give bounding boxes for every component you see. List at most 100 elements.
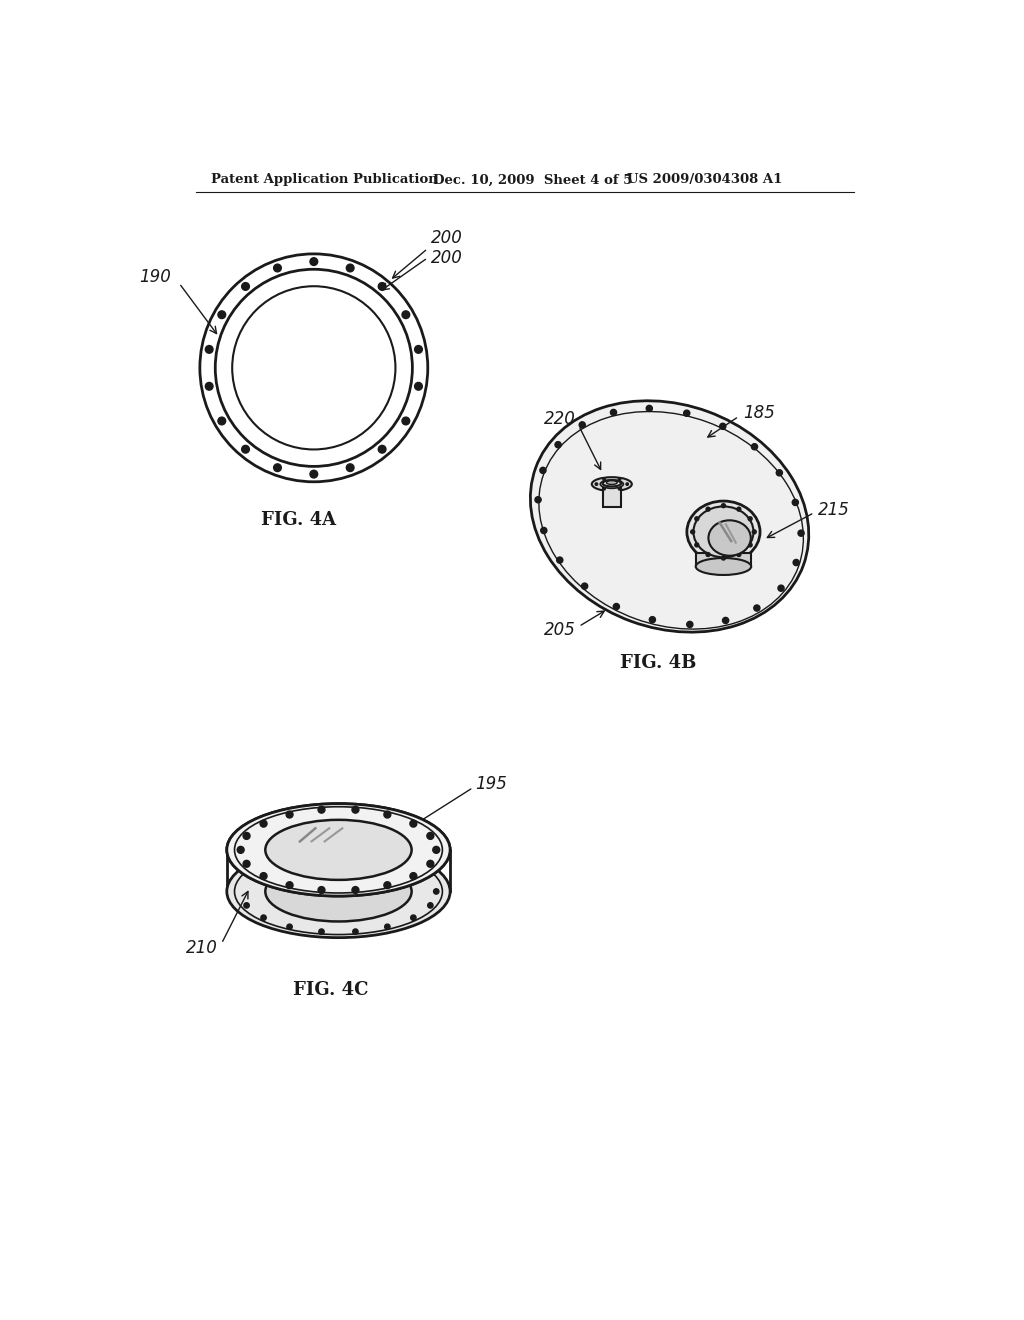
Circle shape: [721, 556, 726, 561]
Circle shape: [610, 409, 616, 416]
Ellipse shape: [695, 558, 752, 576]
Text: 200: 200: [431, 248, 463, 267]
Circle shape: [721, 503, 726, 508]
Circle shape: [793, 499, 799, 506]
Circle shape: [352, 807, 358, 813]
Circle shape: [580, 422, 586, 428]
Circle shape: [427, 861, 434, 867]
Text: 220: 220: [544, 411, 575, 429]
Text: 195: 195: [475, 775, 508, 793]
Text: FIG. 4C: FIG. 4C: [293, 981, 369, 999]
Text: 215: 215: [818, 502, 850, 519]
Circle shape: [720, 424, 726, 429]
Circle shape: [378, 445, 386, 453]
Text: 210: 210: [185, 939, 217, 957]
Text: FIG. 4A: FIG. 4A: [261, 511, 336, 529]
Circle shape: [352, 929, 358, 935]
Circle shape: [602, 478, 606, 482]
Ellipse shape: [265, 820, 412, 880]
Circle shape: [555, 442, 561, 447]
Circle shape: [723, 618, 729, 623]
Circle shape: [218, 417, 225, 425]
Ellipse shape: [606, 480, 617, 484]
Circle shape: [646, 405, 652, 412]
Circle shape: [794, 560, 800, 565]
Text: 200: 200: [431, 230, 463, 247]
Circle shape: [238, 846, 244, 853]
Circle shape: [318, 887, 325, 894]
Circle shape: [595, 482, 598, 486]
Circle shape: [748, 543, 753, 548]
Circle shape: [557, 557, 563, 564]
Ellipse shape: [600, 480, 624, 488]
Circle shape: [706, 507, 711, 512]
Circle shape: [778, 585, 784, 591]
Circle shape: [687, 622, 693, 627]
Circle shape: [541, 528, 547, 533]
Text: 185: 185: [742, 404, 774, 421]
Circle shape: [752, 529, 757, 535]
Circle shape: [218, 312, 225, 318]
Circle shape: [286, 882, 293, 888]
Ellipse shape: [226, 845, 451, 937]
Ellipse shape: [226, 804, 451, 896]
Circle shape: [428, 903, 433, 908]
Circle shape: [535, 496, 541, 503]
Circle shape: [318, 807, 325, 813]
Ellipse shape: [592, 478, 632, 491]
Circle shape: [613, 603, 620, 610]
Circle shape: [427, 833, 434, 840]
Circle shape: [287, 924, 292, 929]
Ellipse shape: [709, 520, 751, 556]
Circle shape: [346, 264, 354, 272]
Circle shape: [260, 820, 267, 828]
Circle shape: [402, 312, 410, 318]
Ellipse shape: [265, 862, 412, 921]
Circle shape: [384, 882, 391, 888]
Circle shape: [602, 487, 606, 491]
Circle shape: [384, 810, 391, 818]
Circle shape: [690, 529, 695, 535]
Text: Dec. 10, 2009  Sheet 4 of 5: Dec. 10, 2009 Sheet 4 of 5: [433, 173, 633, 186]
Circle shape: [748, 516, 753, 521]
Circle shape: [206, 383, 213, 391]
Ellipse shape: [693, 507, 754, 557]
Circle shape: [378, 282, 386, 290]
Circle shape: [415, 346, 422, 354]
Circle shape: [582, 583, 588, 589]
Circle shape: [617, 487, 622, 491]
Circle shape: [385, 924, 390, 929]
Circle shape: [242, 445, 250, 453]
Bar: [602, 484, 621, 507]
Circle shape: [410, 820, 417, 828]
Text: 205: 205: [544, 622, 575, 639]
Circle shape: [402, 417, 410, 425]
Circle shape: [206, 346, 213, 354]
Circle shape: [684, 411, 690, 416]
Circle shape: [415, 383, 422, 391]
Circle shape: [318, 929, 325, 935]
Ellipse shape: [530, 401, 809, 632]
Circle shape: [776, 470, 782, 477]
Circle shape: [286, 810, 293, 818]
Circle shape: [540, 467, 546, 474]
Circle shape: [694, 516, 699, 521]
Ellipse shape: [687, 502, 760, 562]
Ellipse shape: [265, 820, 412, 880]
Circle shape: [626, 482, 629, 486]
Circle shape: [242, 282, 250, 290]
Circle shape: [273, 463, 282, 471]
Circle shape: [752, 444, 758, 450]
Circle shape: [243, 833, 250, 840]
Text: Patent Application Publication: Patent Application Publication: [211, 173, 438, 186]
Circle shape: [649, 616, 655, 623]
Text: FIG. 4B: FIG. 4B: [620, 653, 696, 672]
Ellipse shape: [226, 804, 451, 896]
Circle shape: [736, 507, 741, 512]
Circle shape: [433, 888, 439, 894]
Circle shape: [346, 463, 354, 471]
Circle shape: [798, 531, 804, 536]
Circle shape: [244, 903, 249, 908]
Ellipse shape: [602, 480, 621, 487]
Circle shape: [260, 873, 267, 879]
